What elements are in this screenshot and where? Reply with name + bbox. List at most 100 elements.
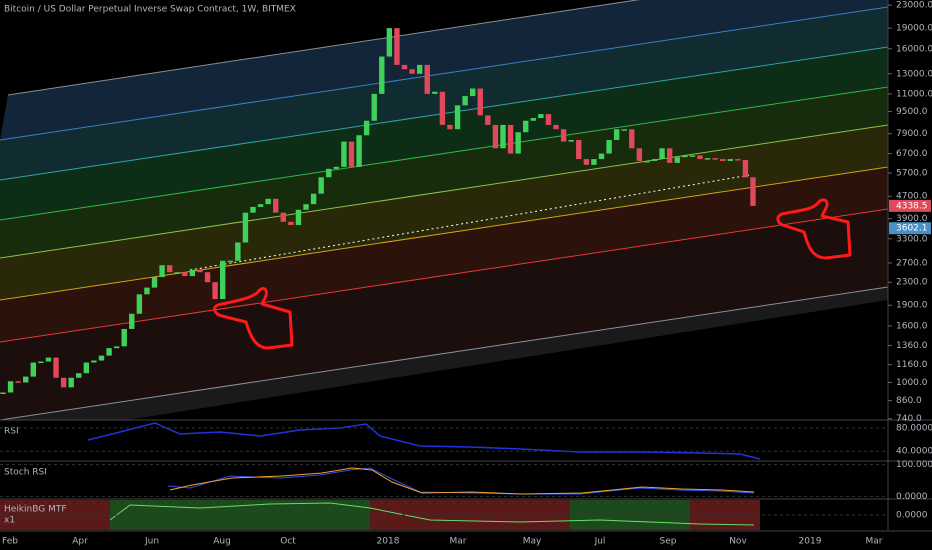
candle [303, 204, 309, 210]
candle [0, 392, 6, 395]
candle [394, 28, 400, 65]
y-tick-label: 23000.0 [896, 1, 932, 11]
candle [666, 148, 673, 163]
candle [621, 129, 627, 131]
candle [121, 328, 127, 347]
x-tick-label: May [523, 537, 542, 547]
pane-tick-label: 0.0000 [896, 511, 928, 521]
price-tag-label: 4338.5 [896, 201, 928, 211]
candle [568, 139, 574, 142]
candle [30, 362, 37, 377]
candle [416, 64, 423, 74]
candle [659, 148, 665, 160]
candle [424, 64, 430, 94]
pane-tick-label: 0.0000 [896, 492, 928, 502]
candle [76, 373, 82, 378]
candle [591, 159, 597, 165]
candle [379, 56, 385, 94]
y-tick-label: 3300.0 [896, 234, 928, 244]
candle [689, 155, 696, 157]
candle [7, 381, 14, 393]
candle [492, 124, 499, 149]
y-tick-label: 7900.0 [896, 129, 928, 139]
x-tick-label: 2018 [377, 537, 400, 547]
x-tick-label: Aug [213, 537, 231, 547]
candle [356, 135, 362, 167]
candle [530, 118, 537, 121]
candle [651, 159, 658, 161]
candle [742, 160, 749, 178]
y-tick-label: 1900.0 [896, 301, 928, 311]
candle [469, 88, 476, 97]
candle [735, 159, 741, 161]
candle [750, 177, 756, 206]
candle [363, 120, 370, 136]
candle [60, 377, 67, 388]
x-tick-label: Sep [660, 537, 677, 547]
y-tick-label: 2700.0 [896, 258, 928, 268]
candle [280, 212, 287, 222]
candle [341, 141, 347, 167]
x-tick-label: Mar [866, 537, 883, 547]
y-tick-label: 13000.0 [896, 69, 932, 79]
candle [462, 96, 468, 106]
candle [242, 212, 249, 243]
candle [553, 124, 559, 130]
candle [15, 381, 21, 383]
candle [174, 272, 180, 274]
candle [83, 362, 90, 374]
candle [219, 260, 226, 300]
candle [409, 69, 415, 74]
pane-tick-label: 100.0000 [896, 460, 932, 470]
candle [636, 148, 643, 161]
y-tick-label: 2300.0 [896, 278, 928, 288]
candle [91, 360, 97, 363]
x-tick-label: Jun [144, 537, 159, 547]
candle [629, 129, 635, 149]
y-tick-label: 740.0 [896, 414, 922, 424]
candles [0, 28, 756, 395]
candle [477, 88, 483, 116]
candle [129, 313, 135, 329]
candle [265, 198, 271, 205]
candle [712, 158, 718, 160]
candle [727, 159, 733, 161]
candle [189, 269, 196, 277]
y-tick-label: 16000.0 [896, 44, 932, 54]
candle [598, 153, 605, 160]
y-tick-label: 5700.0 [896, 169, 928, 179]
candle [204, 272, 211, 283]
x-tick-label: Mar [450, 537, 467, 547]
y-tick-label: 11000.0 [896, 89, 932, 99]
x-tick-label: Feb [2, 537, 18, 547]
y-tick-label: 1360.0 [896, 341, 928, 351]
candle [606, 139, 612, 154]
pane-tick-label: 40.0000 [896, 447, 932, 457]
candle [576, 139, 582, 160]
candle [644, 160, 650, 163]
candle [113, 346, 120, 349]
candle [560, 129, 567, 142]
candle [704, 158, 711, 160]
price-tag [889, 222, 931, 235]
candle [166, 265, 173, 273]
candle [439, 91, 446, 125]
annotation-hand [213, 198, 852, 350]
candle [515, 132, 521, 154]
candle [613, 129, 620, 140]
candle [257, 204, 264, 207]
candle [68, 377, 74, 388]
chart-title: Bitcoin / US Dollar Perpetual Inverse Sw… [4, 5, 296, 15]
price-tag [889, 199, 931, 212]
candle [53, 357, 59, 378]
x-tick-label: Jul [594, 537, 606, 547]
candle [273, 198, 279, 213]
candle [507, 124, 514, 154]
rsi-line [87, 422, 761, 460]
y-tick-label: 1000.0 [896, 378, 928, 388]
candle [38, 361, 44, 364]
candle [227, 260, 233, 263]
candle [151, 277, 158, 288]
pane-title: Stoch RSI [4, 468, 47, 478]
candle [432, 91, 438, 94]
